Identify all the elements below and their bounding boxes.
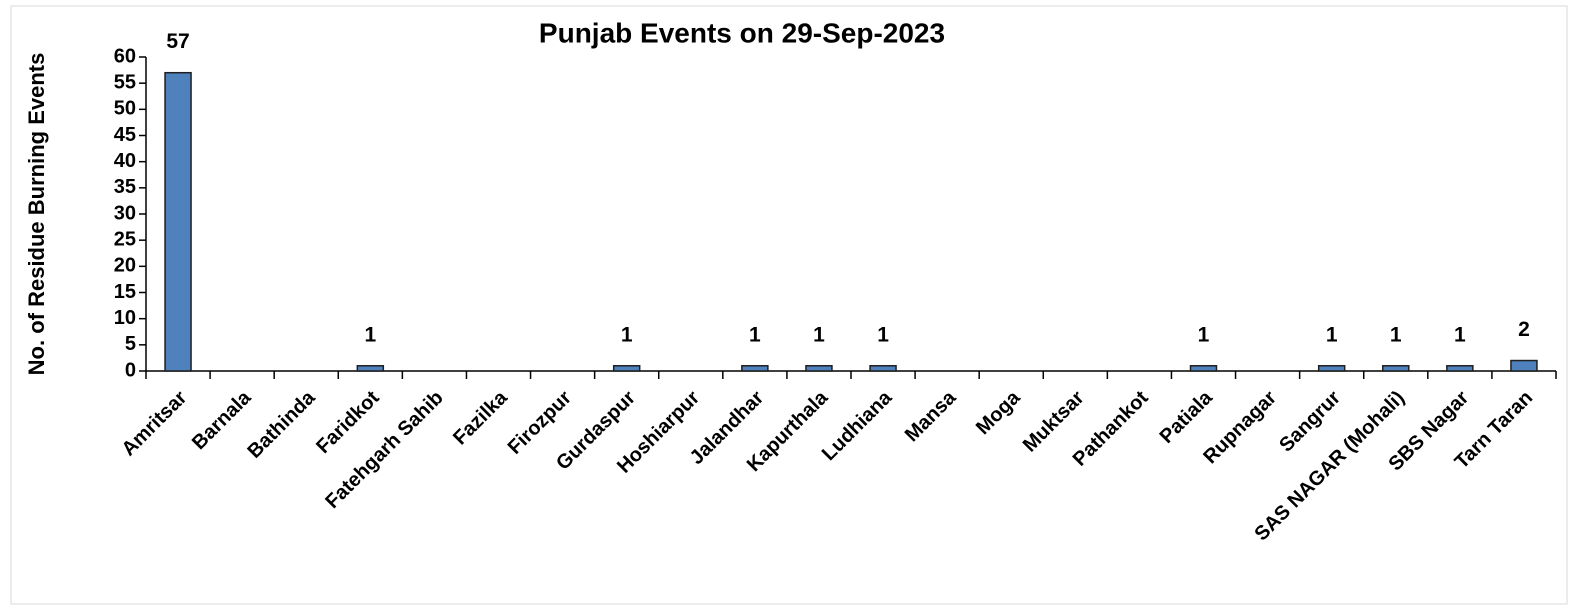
data-label: 1 bbox=[877, 323, 889, 346]
y-tick-label: 45 bbox=[114, 124, 136, 146]
bar bbox=[1317, 365, 1346, 372]
y-tick-label: 5 bbox=[125, 333, 136, 355]
y-tick-label: 50 bbox=[114, 98, 136, 120]
bar bbox=[741, 365, 769, 372]
bar bbox=[1382, 365, 1410, 372]
bar bbox=[869, 365, 897, 372]
bar bbox=[356, 365, 385, 372]
bar bbox=[164, 71, 192, 372]
y-tick-label: 20 bbox=[114, 255, 136, 277]
data-label: 1 bbox=[621, 323, 633, 346]
bar bbox=[1446, 365, 1474, 372]
data-label: 57 bbox=[166, 30, 189, 53]
bar bbox=[805, 365, 833, 372]
y-tick-label: 60 bbox=[114, 45, 136, 67]
bar bbox=[612, 365, 641, 372]
data-label: 1 bbox=[1326, 323, 1338, 346]
data-label: 1 bbox=[1454, 323, 1466, 346]
data-label: 1 bbox=[813, 323, 825, 346]
y-tick-label: 0 bbox=[125, 359, 136, 381]
y-tick-label: 35 bbox=[114, 176, 136, 198]
y-tick-label: 10 bbox=[114, 307, 136, 329]
bar bbox=[1189, 365, 1218, 372]
y-tick-label: 40 bbox=[114, 150, 136, 172]
y-tick-label: 25 bbox=[114, 228, 136, 250]
y-tick-label: 30 bbox=[114, 202, 136, 224]
bar bbox=[1510, 359, 1538, 372]
chart-title: Punjab Events on 29-Sep-2023 bbox=[539, 17, 945, 48]
data-label: 1 bbox=[364, 323, 376, 346]
data-label: 1 bbox=[749, 323, 761, 346]
y-tick-label: 15 bbox=[114, 281, 136, 303]
data-label: 1 bbox=[1390, 323, 1402, 346]
data-label: 2 bbox=[1518, 318, 1530, 341]
data-label: 1 bbox=[1198, 323, 1210, 346]
y-tick-label: 55 bbox=[114, 71, 136, 93]
chart-border bbox=[10, 5, 1568, 605]
y-axis-title: No. of Residue Burning Events bbox=[24, 53, 49, 376]
